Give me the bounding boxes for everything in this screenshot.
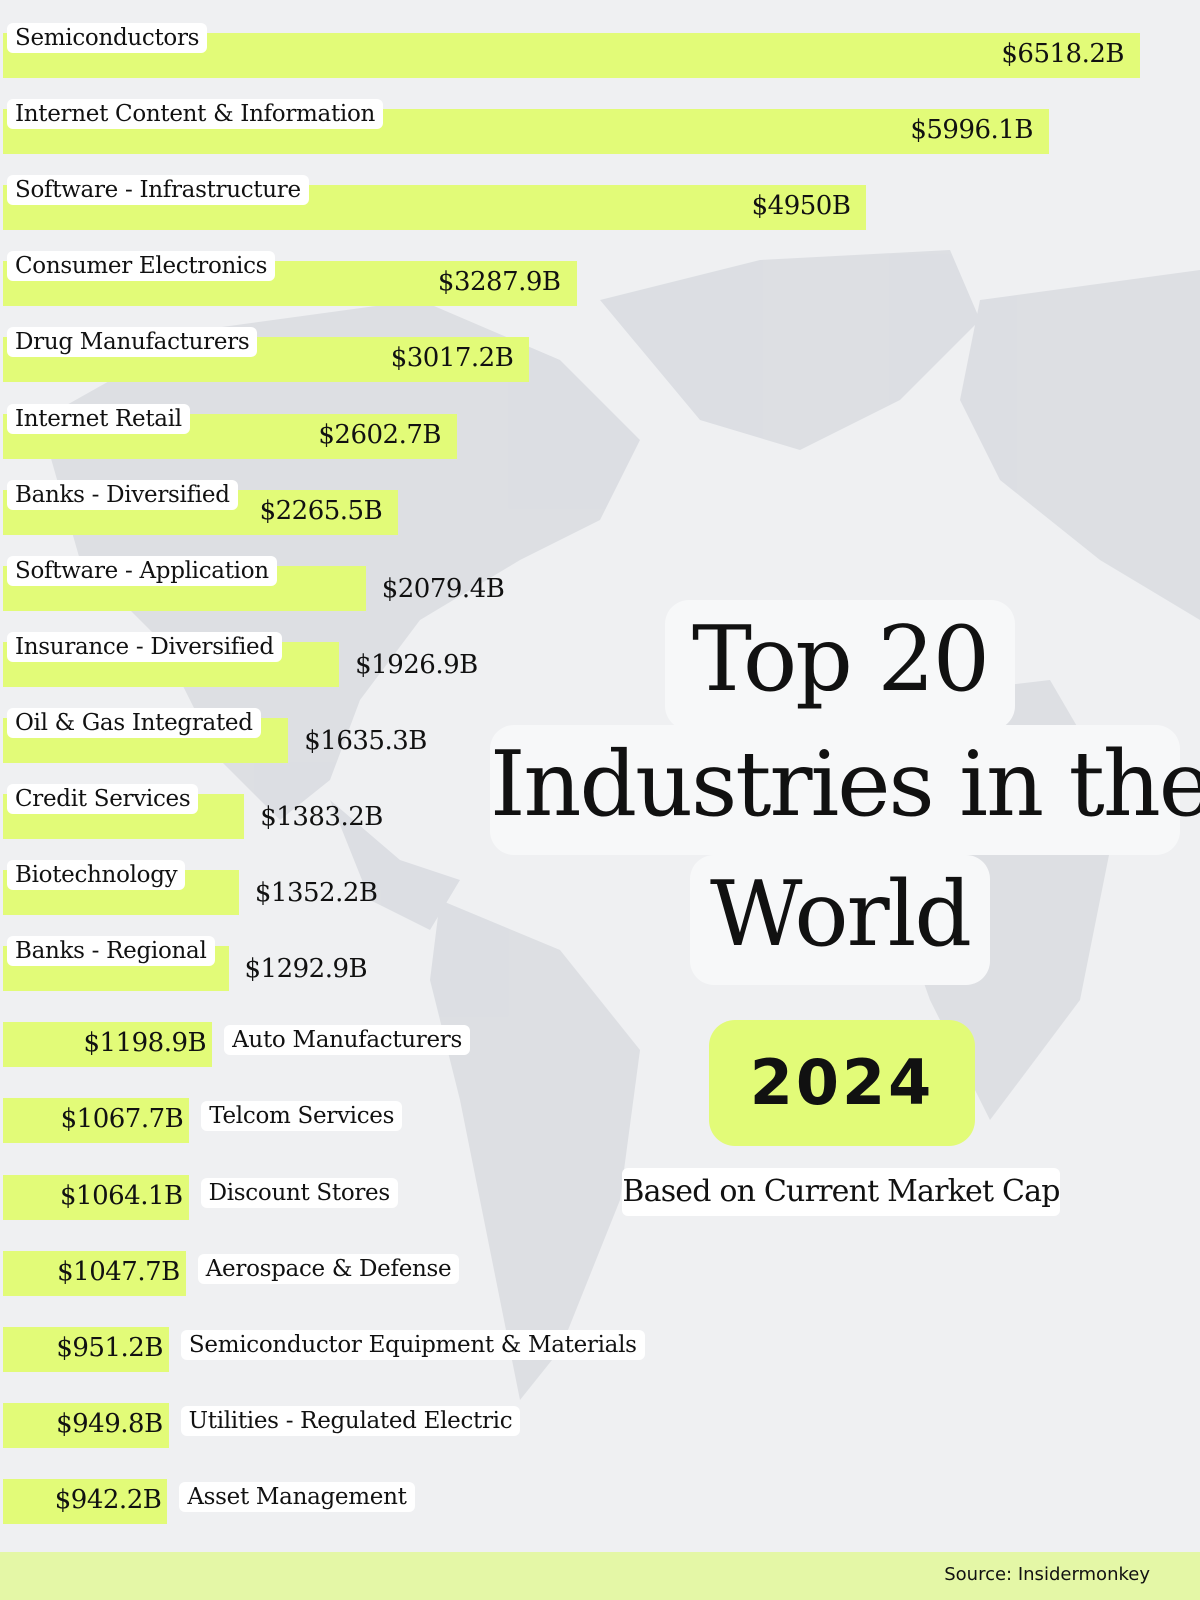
bar [3,1022,213,1068]
category-label: Consumer Electronics [7,251,276,282]
value-label: $942.2B [54,1484,162,1515]
category-label: Banks - Diversified [7,479,238,510]
value-label: $1635.3B [304,725,427,756]
category-label: Semiconductors [7,23,208,53]
year-badge: 2024 [709,1020,975,1146]
category-label: Semiconductor Equipment & Materials [180,1329,645,1360]
source-label: Source: Insidermonkey [944,1564,1150,1585]
bar [3,1250,186,1296]
category-label: Banks - Regional [7,936,215,967]
category-label: Biotechnology [7,860,186,891]
title-line-3: World [690,855,990,985]
category-label: Discount Stores [200,1177,398,1208]
category-label: Aerospace & Defense [197,1253,460,1284]
bar [3,1174,189,1220]
value-label: $4950B [751,191,851,222]
bar [3,1098,190,1144]
value-label: $1198.9B [83,1028,207,1059]
value-label: $1067.7B [60,1104,184,1135]
value-label: $2265.5B [259,495,383,526]
title-line-2: Industries in the [490,725,1200,855]
value-label: $1926.9B [355,649,478,680]
category-label: Software - Infrastructure [7,175,309,206]
category-label: Telcom Services [201,1101,403,1132]
value-label: $1064.1B [60,1180,183,1211]
footer-band [0,1552,1200,1600]
category-label: Auto Manufacturers [224,1025,471,1056]
title-line-1: Top 20 [665,600,1015,730]
value-label: $949.8B [56,1408,163,1439]
category-label: Asset Management [179,1481,415,1512]
category-label: Utilities - Regulated Electric [180,1405,521,1436]
bar [3,1402,169,1448]
value-label: $1383.2B [260,802,383,832]
category-label: Internet Content & Information [7,99,384,130]
value-label: $5996.1B [910,115,1033,146]
value-label: $1352.2B [254,878,378,909]
value-label: $2602.7B [318,419,442,450]
category-label: Internet Retail [7,403,190,434]
value-label: $2079.4B [381,573,505,604]
bar [3,1326,169,1372]
value-label: $3017.2B [390,343,514,374]
value-label: $1047.7B [57,1256,180,1287]
value-label: $6518.2B [1001,39,1124,69]
chart-title: Top 20 Industries in the World [490,590,1200,1000]
value-label: $3287.9B [437,267,561,298]
subtitle: Based on Current Market Cap [622,1168,1060,1216]
category-label: Software - Application [7,555,277,586]
category-label: Oil & Gas Integrated [7,707,261,738]
bar [3,1478,168,1524]
value-label: $951.2B [56,1332,163,1363]
category-label: Insurance - Diversified [7,631,282,662]
value-label: $1292.9B [244,954,368,985]
category-label: Drug Manufacturers [7,327,258,358]
category-label: Credit Services [7,784,199,814]
